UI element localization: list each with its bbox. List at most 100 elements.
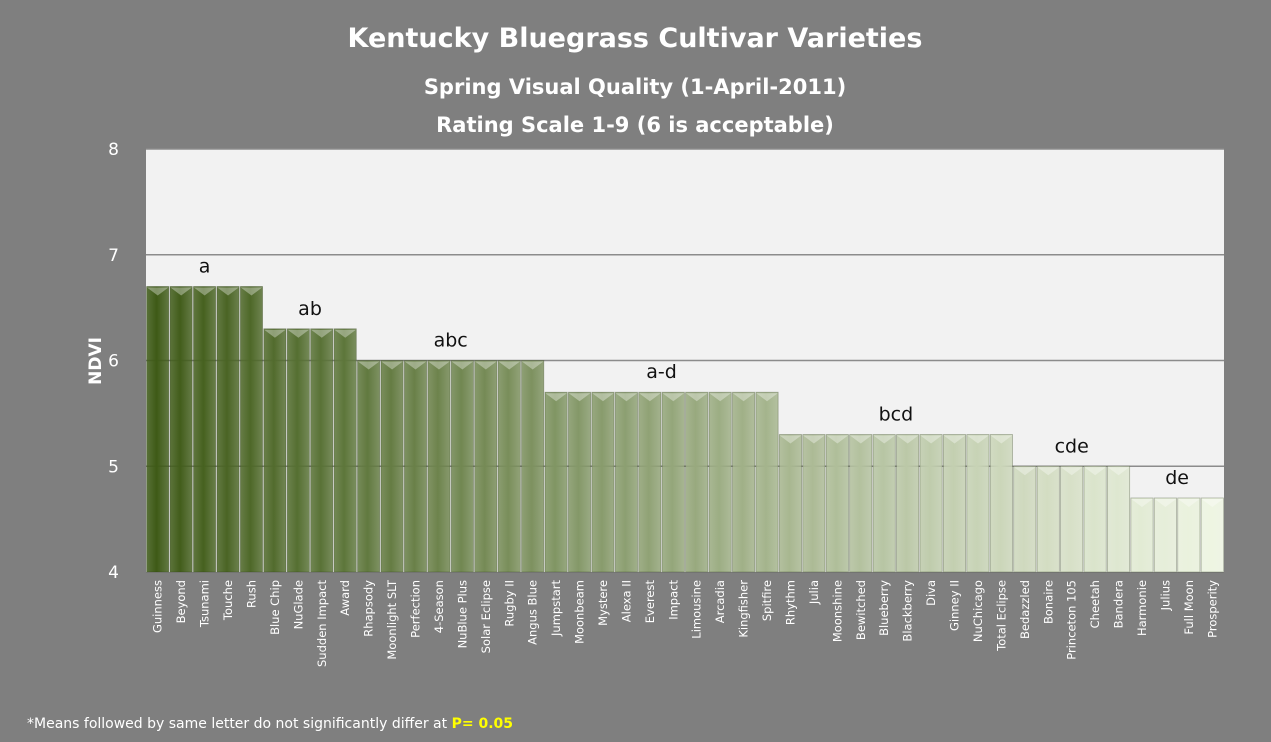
x-tick-label: NuBlue Plus <box>455 580 469 648</box>
bar-bevel <box>264 329 286 338</box>
x-tick-label: Princeton 105 <box>1065 580 1079 660</box>
bar <box>989 434 1013 573</box>
x-tick-label: Moonbeam <box>573 580 587 644</box>
x-tick-label: 4-Season <box>432 580 446 633</box>
bar-bevel <box>1178 498 1200 507</box>
x-tick-label: Tsunami <box>198 580 212 628</box>
bar-bevel <box>826 435 849 444</box>
bar-bevel <box>592 393 614 402</box>
x-tick-label: Solar Eclipse <box>479 580 493 653</box>
bar <box>614 391 638 573</box>
bar <box>1200 497 1224 573</box>
bar-bevel <box>428 361 450 370</box>
bar <box>427 360 451 573</box>
bar <box>497 360 521 573</box>
bar-bevel <box>850 435 872 444</box>
bar <box>591 391 615 573</box>
bar-bevel <box>287 329 310 338</box>
bar <box>544 391 568 573</box>
x-tick-label: Blue Chip <box>268 580 282 635</box>
bar <box>685 391 709 573</box>
y-tick-label: 5 <box>108 457 119 477</box>
bar-bevel <box>475 361 497 370</box>
chart-subtitle-scale: Rating Scale 1-9 (6 is acceptable) <box>436 113 834 137</box>
x-tick-label: Rush <box>244 580 258 608</box>
chart-title: Kentucky Bluegrass Cultivar Varieties <box>348 23 923 54</box>
bar <box>732 391 756 573</box>
bar-bevel <box>686 393 708 402</box>
bar <box>474 360 498 573</box>
x-tick-label: Cheetah <box>1088 580 1102 628</box>
bar-bevel <box>1060 467 1083 476</box>
bar-bevel <box>873 435 895 444</box>
bar <box>849 434 873 573</box>
bar <box>755 391 779 573</box>
significance-label: bcd <box>879 404 914 426</box>
footnote: *Means followed by same letter do not si… <box>27 716 513 732</box>
bar-bevel <box>920 435 942 444</box>
bar-bevel <box>498 361 520 370</box>
bar-bevel <box>1107 467 1130 476</box>
x-tick-label: Sudden Impact <box>315 580 329 667</box>
bar <box>1036 465 1060 573</box>
x-tick-label: Alexa II <box>619 580 633 622</box>
bar <box>380 360 404 573</box>
bar <box>193 286 217 573</box>
x-tick-label: Everest <box>643 580 657 624</box>
x-tick-label: Total Eclipse <box>994 580 1008 652</box>
bar <box>778 434 802 573</box>
bar-bevel <box>662 393 684 402</box>
x-tick-label: NuChicago <box>971 580 985 642</box>
bar-bevel <box>779 435 802 444</box>
bar-bevel <box>1084 467 1106 476</box>
bar <box>966 434 990 573</box>
bar <box>333 328 357 573</box>
y-tick-label: 8 <box>108 140 119 160</box>
bar-bevel <box>943 435 966 444</box>
bar-bevel <box>451 361 474 370</box>
x-tick-label: Guinness <box>151 580 165 633</box>
bar <box>1130 497 1154 573</box>
y-axis-ticks: 4 5 6 7 8 <box>108 140 119 583</box>
bar-bevel <box>357 361 380 370</box>
x-tick-label: Touche <box>221 580 235 621</box>
bar <box>568 391 592 573</box>
significance-label: cde <box>1055 435 1089 457</box>
significance-label: ab <box>298 298 322 320</box>
bar-bevel <box>193 287 216 296</box>
bar-bevel <box>240 287 263 296</box>
bar-bevel <box>756 393 778 402</box>
bar <box>216 286 240 573</box>
bar <box>1107 465 1131 573</box>
x-tick-label: Ginney II <box>948 580 962 631</box>
bar-bevel <box>639 393 661 402</box>
x-tick-label: Perfection <box>409 580 423 638</box>
x-tick-label: Harmonie <box>1135 580 1149 636</box>
x-tick-label: Impact <box>666 580 680 620</box>
bar-bevel <box>1131 498 1153 507</box>
bar-bevel <box>521 361 544 370</box>
bar-bevel <box>615 393 638 402</box>
significance-label: abc <box>434 330 468 352</box>
x-tick-label: NuGlade <box>291 580 305 629</box>
x-tick-label: Prosperity <box>1205 580 1219 638</box>
x-tick-label: Moonshine <box>830 580 844 642</box>
x-tick-label: Blackberry <box>901 580 915 642</box>
bar <box>239 286 263 573</box>
x-tick-label: Bedazzled <box>1018 580 1032 639</box>
x-axis-labels: Guinness Beyond Tsunami Touche Rush Blue Chip… <box>151 579 1220 667</box>
bar <box>872 434 896 573</box>
bar-bevel <box>147 287 169 296</box>
bar-bevel <box>381 361 403 370</box>
bar-bevel <box>803 435 825 444</box>
bar-bevel <box>568 393 591 402</box>
bar <box>1177 497 1201 573</box>
bar <box>661 391 685 573</box>
x-tick-label: Angus Blue <box>526 580 540 645</box>
bar <box>357 360 381 573</box>
bar <box>1013 465 1037 573</box>
x-tick-label: Julia <box>807 580 821 605</box>
chart-subtitle: Spring Visual Quality (1-April-2011) <box>424 75 846 99</box>
bar <box>403 360 428 573</box>
bar-bevel <box>1014 467 1036 476</box>
